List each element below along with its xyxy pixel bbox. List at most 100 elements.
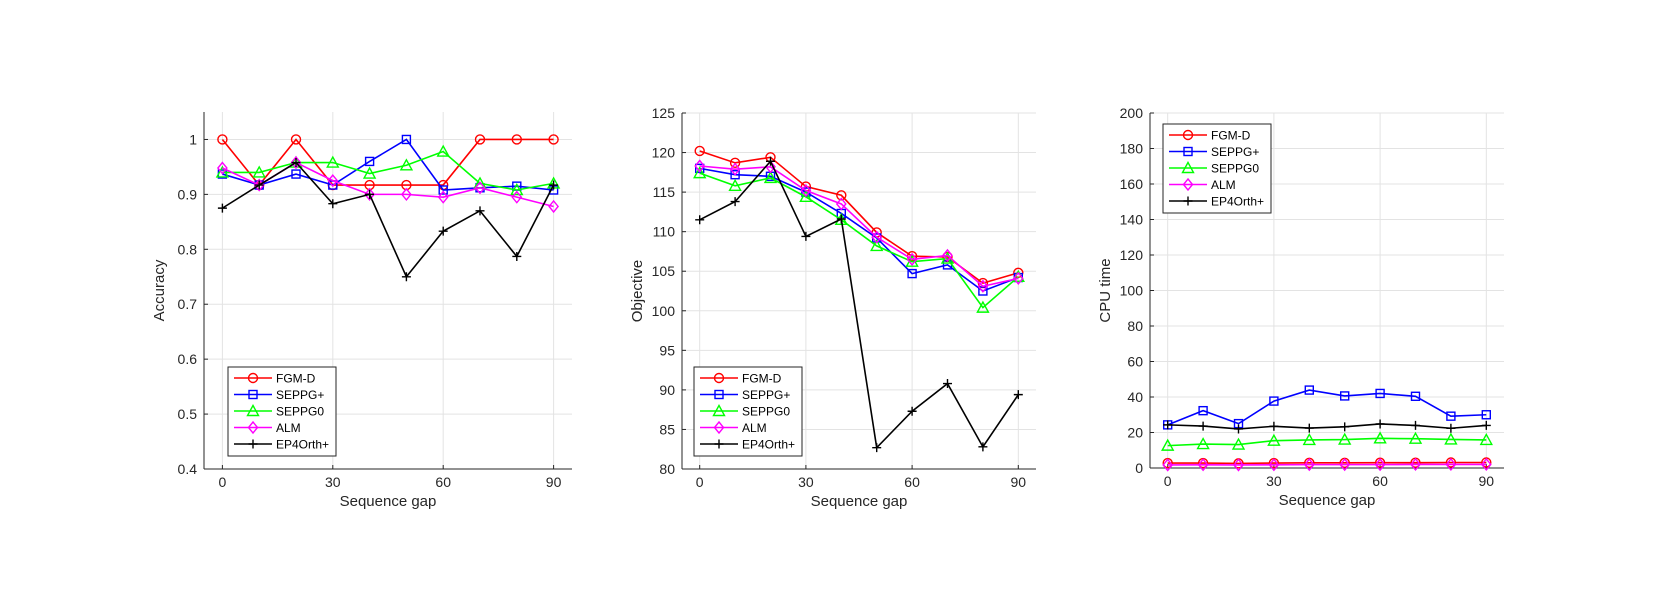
legend-marker — [714, 439, 724, 449]
y-axis-label: Objective — [629, 260, 646, 323]
series-alm — [694, 159, 1024, 293]
legend-label: SEPPG+ — [1211, 145, 1259, 159]
series-line — [221, 161, 555, 279]
legend-marker — [1182, 129, 1194, 141]
series-ep4orth- — [695, 156, 1023, 453]
legend-marker — [248, 439, 258, 449]
data-point — [1013, 390, 1023, 400]
data-point — [290, 134, 302, 145]
legend-item: SEPPG0 — [234, 404, 324, 419]
legend-label: FGM-D — [742, 372, 782, 386]
legend-item: ALM — [700, 420, 767, 435]
legend-marker — [1182, 177, 1194, 192]
series-alm — [1162, 457, 1492, 472]
data-point — [1481, 410, 1492, 420]
data-point — [510, 183, 524, 196]
data-point — [474, 181, 486, 195]
legend-marker — [246, 404, 260, 417]
data-point — [474, 134, 486, 145]
data-point — [365, 189, 375, 199]
series-line — [222, 150, 554, 191]
data-point — [1268, 458, 1280, 472]
y-tick-label: 120 — [652, 145, 676, 161]
x-tick-label: 90 — [546, 474, 562, 490]
data-point — [977, 279, 989, 293]
legend-item: SEPPG+ — [700, 388, 790, 402]
y-tick-label: 80 — [659, 461, 675, 477]
legend-label: SEPPG0 — [276, 405, 324, 419]
y-tick-label: 140 — [1120, 212, 1144, 228]
legend-marker — [712, 404, 726, 417]
data-point — [835, 197, 847, 211]
legend-item: EP4Orth+ — [1169, 195, 1264, 209]
y-tick-label: 80 — [1127, 318, 1143, 334]
x-tick-label: 60 — [1372, 473, 1388, 489]
data-point — [475, 206, 485, 216]
data-point — [799, 189, 813, 203]
y-tick-label: 40 — [1127, 389, 1143, 405]
data-point — [729, 157, 741, 169]
data-point — [362, 166, 377, 179]
data-point — [693, 166, 707, 179]
series-ep4orth- — [1163, 419, 1491, 434]
series-line — [1167, 437, 1487, 447]
legend-label: EP4Orth+ — [742, 438, 795, 452]
data-point — [1198, 405, 1208, 416]
y-tick-label: 0.9 — [178, 186, 198, 202]
data-point — [1375, 419, 1385, 429]
legend-label: ALM — [276, 421, 301, 435]
data-point — [364, 187, 376, 201]
x-tick-label: 0 — [1164, 473, 1172, 489]
y-tick-label: 0.8 — [178, 241, 198, 257]
data-point — [906, 252, 918, 266]
data-point — [1446, 411, 1456, 421]
data-point — [254, 180, 264, 190]
data-point — [695, 215, 705, 225]
data-point — [1303, 458, 1315, 472]
x-tick-label: 90 — [1011, 474, 1027, 490]
data-point — [291, 169, 301, 179]
data-point — [871, 230, 883, 244]
y-tick-label: 125 — [652, 105, 676, 121]
data-point — [763, 170, 778, 184]
data-point — [1162, 458, 1174, 472]
legend-item: ALM — [1169, 177, 1236, 192]
x-tick-label: 90 — [1479, 473, 1495, 489]
legend: FGM-D SEPPG+ SEPPG0 ALM EP4Orth+ — [693, 366, 803, 457]
y-tick-label: 200 — [1120, 105, 1144, 121]
data-point — [1302, 433, 1316, 446]
data-point — [766, 156, 775, 166]
x-tick-label: 0 — [696, 474, 704, 490]
data-point — [252, 165, 266, 178]
data-point — [1267, 433, 1281, 446]
data-point — [1269, 396, 1279, 406]
data-point — [436, 144, 450, 157]
data-point — [1339, 391, 1350, 401]
data-point — [400, 187, 412, 201]
legend-label: FGM-D — [276, 372, 316, 386]
legend: FGM-D SEPPG+ SEPPG0 ALM EP4Orth+ — [227, 366, 337, 457]
y-tick-label: 0.4 — [178, 461, 198, 477]
y-tick-label: 160 — [1120, 176, 1144, 192]
data-point — [364, 156, 375, 167]
data-point — [730, 197, 740, 207]
legend-marker — [1183, 146, 1193, 157]
data-point — [1374, 458, 1386, 472]
cpu-time-chart: 0 30 60 90 0 20 40 60 80 100 120 140 160 180 200 Sequen… — [1097, 105, 1504, 509]
data-point — [549, 180, 559, 190]
legend-item: SEPPG0 — [700, 404, 790, 419]
legend-item: FGM-D — [234, 372, 316, 386]
legend-item: FGM-D — [700, 372, 782, 386]
legend-item: ALM — [234, 420, 301, 435]
data-point — [730, 170, 740, 180]
y-tick-label: 60 — [1127, 354, 1143, 370]
legend-item: SEPPG+ — [1169, 145, 1259, 159]
data-point — [907, 268, 917, 279]
legend-marker — [248, 389, 258, 400]
data-point — [1161, 438, 1175, 451]
y-tick-label: 120 — [1120, 247, 1144, 263]
data-point — [217, 203, 227, 213]
data-point — [1446, 423, 1456, 433]
legend-marker — [1183, 196, 1193, 206]
data-point — [1163, 420, 1173, 430]
